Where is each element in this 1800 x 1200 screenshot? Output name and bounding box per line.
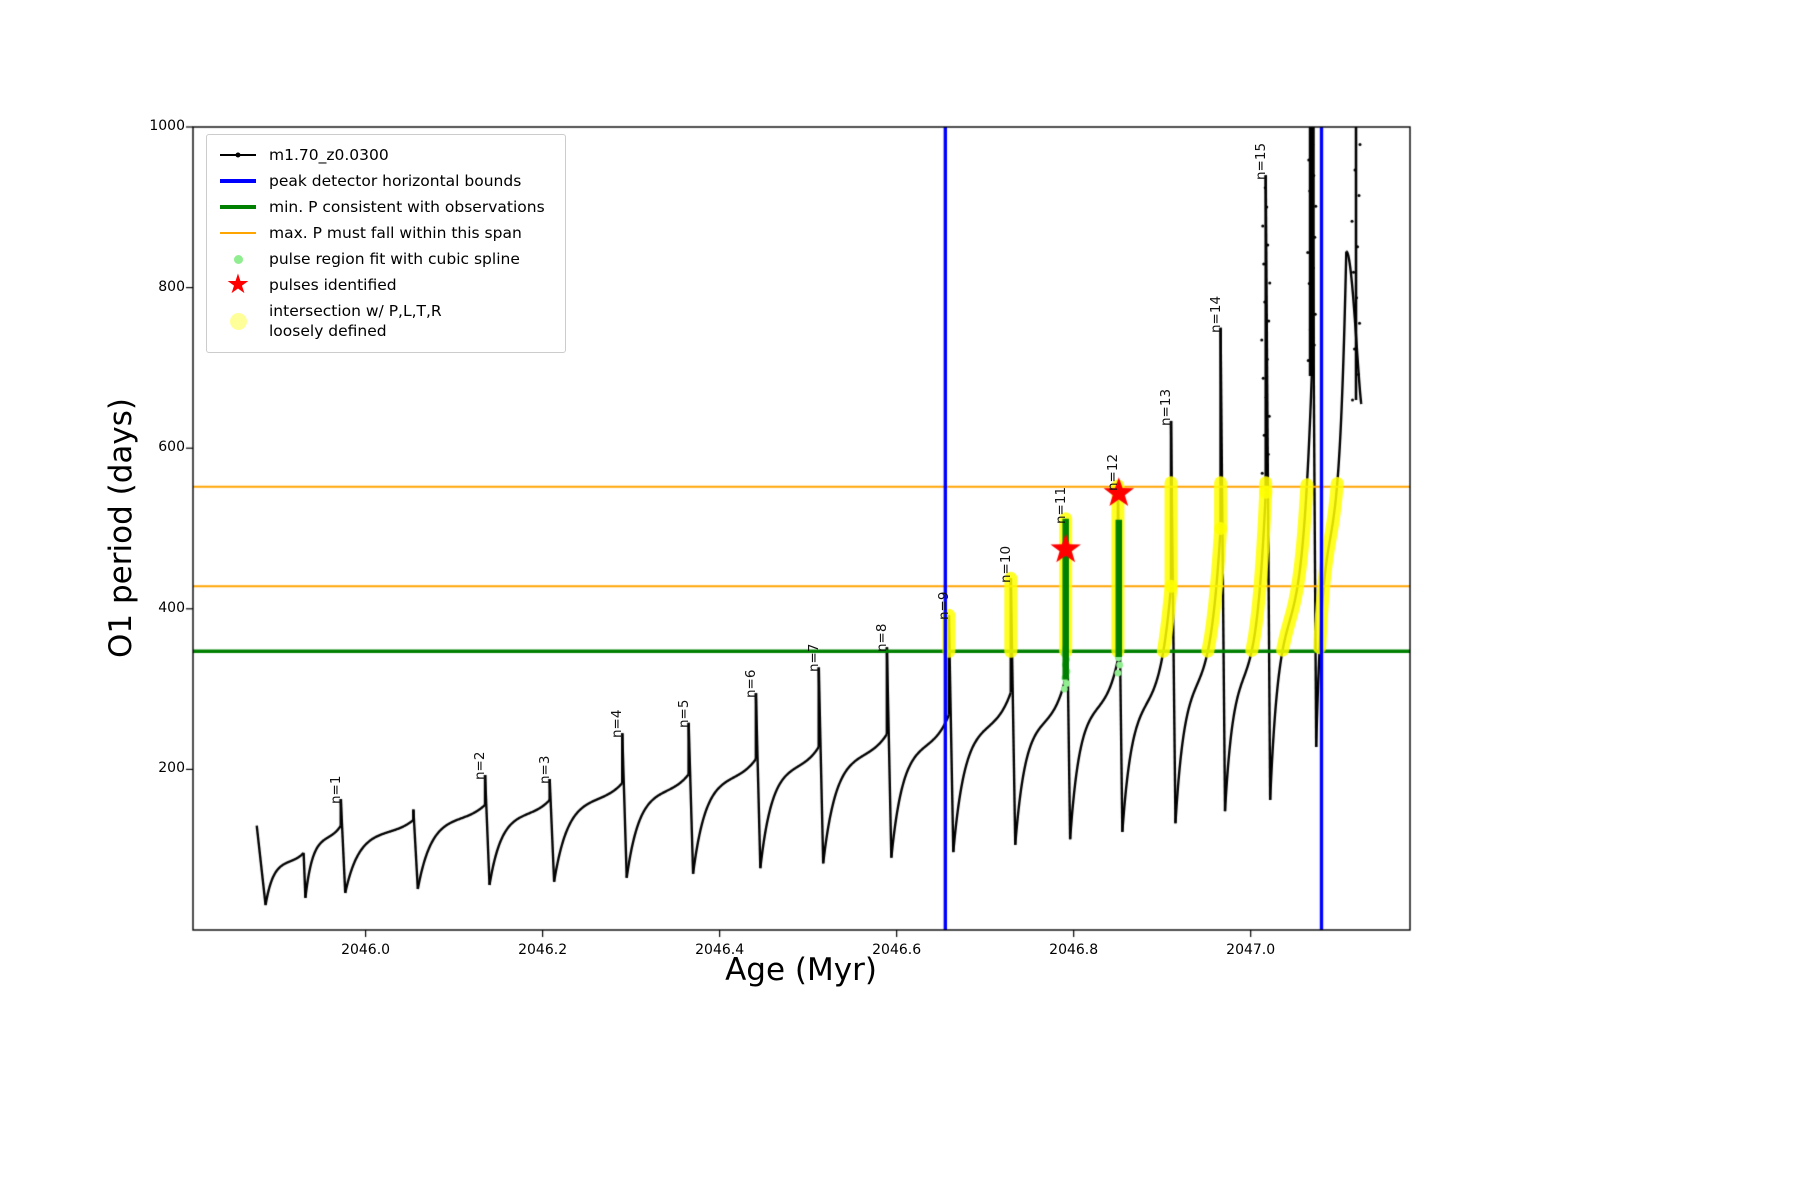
x-tick-label: 2047.0 xyxy=(1226,942,1276,958)
pulse-label: n=4 xyxy=(609,709,626,739)
spline-dot-icon xyxy=(217,254,259,264)
pulse-label: n=10 xyxy=(997,546,1014,584)
legend-item: intersection w/ P,L,T,R loosely defined xyxy=(217,301,545,343)
pulse-label: n=6 xyxy=(742,669,759,699)
x-tick-label: 2046.2 xyxy=(518,942,568,958)
peak-bounds-line-icon xyxy=(217,179,259,184)
legend-item: pulse region fit with cubic spline xyxy=(217,249,545,270)
x-tick-label: 2046.6 xyxy=(872,942,922,958)
series-line-icon xyxy=(217,152,259,158)
y-tick-label: 1000 xyxy=(149,118,185,134)
pulse-label: n=9 xyxy=(935,591,952,621)
pulse-label: n=5 xyxy=(675,699,692,728)
max-p-line-icon xyxy=(217,231,259,235)
pulse-label: n=1 xyxy=(327,775,344,805)
legend-label: pulses identified xyxy=(269,275,397,294)
legend-item: m1.70_z0.0300 xyxy=(217,145,545,166)
pulse-label: n=11 xyxy=(1052,486,1069,524)
pulse-star-icon: ★ xyxy=(225,269,251,301)
x-tick-label: 2046.0 xyxy=(341,942,391,958)
intersection-dot-icon xyxy=(217,312,259,330)
legend-label: max. P must fall within this span xyxy=(269,223,522,242)
y-tick-label: 800 xyxy=(158,278,185,295)
pulse-label: n=3 xyxy=(536,755,553,785)
legend-label: m1.70_z0.0300 xyxy=(269,146,389,164)
pulse-label: n=2 xyxy=(472,751,489,781)
legend-item: ★ pulses identified xyxy=(217,269,545,301)
y-tick-label: 600 xyxy=(158,439,185,456)
legend-item: max. P must fall within this span xyxy=(217,223,545,244)
legend-item: peak detector horizontal bounds xyxy=(217,171,545,192)
y-tick-label: 200 xyxy=(158,760,185,777)
legend-item: min. P consistent with observations xyxy=(217,197,545,218)
legend-label: intersection w/ P,L,T,R loosely defined xyxy=(269,301,442,341)
x-tick-label: 2046.4 xyxy=(695,942,745,958)
pulse-label: n=8 xyxy=(873,623,890,653)
legend-label: pulse region fit with cubic spline xyxy=(269,249,520,268)
pulse-label: n=13 xyxy=(1158,388,1175,426)
legend-label: min. P consistent with observations xyxy=(269,197,545,216)
y-tick-label: 400 xyxy=(158,599,185,616)
x-axis-label: Age (Myr) xyxy=(725,952,877,988)
pulse-label: n=7 xyxy=(805,643,822,673)
min-p-line-icon xyxy=(217,205,259,210)
legend-label: peak detector horizontal bounds xyxy=(269,171,522,190)
pulse-label: n=14 xyxy=(1207,295,1224,333)
y-axis-label: O1 period (days) xyxy=(103,398,139,658)
pulse-label: n=15 xyxy=(1252,143,1269,181)
pulse-label: n=12 xyxy=(1104,453,1121,491)
x-tick-label: 2046.8 xyxy=(1049,942,1099,958)
